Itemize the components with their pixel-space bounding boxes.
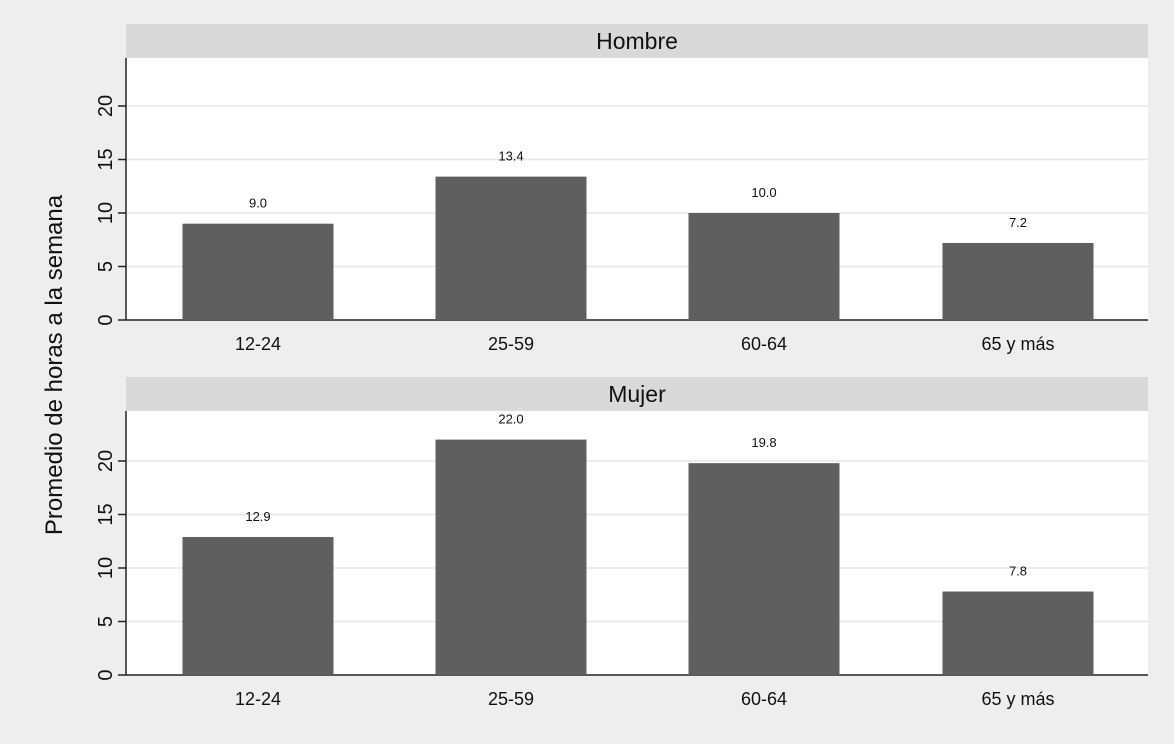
panel-strip bbox=[126, 24, 1148, 58]
data-label: 7.2 bbox=[1009, 215, 1027, 230]
y-tick-label: 5 bbox=[95, 261, 117, 272]
y-tick-label: 10 bbox=[95, 557, 117, 579]
panel-2: Mujer 0 5 10 15 20 12.9 12-24 22.0 25-59 19.8 60-64… bbox=[95, 377, 1148, 709]
y-tick-label: 0 bbox=[95, 314, 117, 325]
x-tick-label: 65 y más bbox=[981, 334, 1054, 354]
y-tick-label: 20 bbox=[95, 95, 117, 117]
data-label: 12.9 bbox=[245, 509, 270, 524]
x-tick-label: 12-24 bbox=[235, 334, 281, 354]
bar bbox=[942, 242, 1094, 320]
bar bbox=[182, 223, 334, 320]
bar bbox=[182, 536, 334, 675]
panel-title: Mujer bbox=[608, 381, 666, 407]
panel-strip bbox=[126, 377, 1148, 411]
bar bbox=[435, 439, 587, 675]
bar bbox=[942, 591, 1094, 675]
x-tick-label: 12-24 bbox=[235, 689, 281, 709]
panel-1: Hombre 0 5 10 15 20 9.0 12-24 13.4 25-59 10.0 60-64… bbox=[95, 24, 1148, 354]
y-tick-label: 15 bbox=[95, 503, 117, 525]
bar bbox=[435, 176, 587, 320]
data-label: 19.8 bbox=[751, 435, 776, 450]
x-tick-label: 60-64 bbox=[741, 334, 787, 354]
panel-title: Hombre bbox=[596, 28, 678, 54]
bar bbox=[688, 463, 840, 675]
bar bbox=[688, 213, 840, 320]
data-label: 10.0 bbox=[751, 185, 776, 200]
y-axis-label: Promedio de horas a la semana bbox=[41, 194, 68, 535]
y-tick-label: 20 bbox=[95, 450, 117, 472]
data-label: 13.4 bbox=[498, 149, 523, 164]
x-tick-label: 60-64 bbox=[741, 689, 787, 709]
data-label: 7.8 bbox=[1009, 564, 1027, 579]
y-tick-label: 15 bbox=[95, 148, 117, 170]
x-tick-label: 65 y más bbox=[981, 689, 1054, 709]
data-label: 22.0 bbox=[498, 412, 523, 427]
x-tick-label: 25-59 bbox=[488, 334, 534, 354]
y-tick-label: 5 bbox=[95, 616, 117, 627]
x-tick-label: 25-59 bbox=[488, 689, 534, 709]
y-tick-label: 0 bbox=[95, 669, 117, 680]
y-tick-label: 10 bbox=[95, 202, 117, 224]
data-label: 9.0 bbox=[249, 196, 267, 211]
